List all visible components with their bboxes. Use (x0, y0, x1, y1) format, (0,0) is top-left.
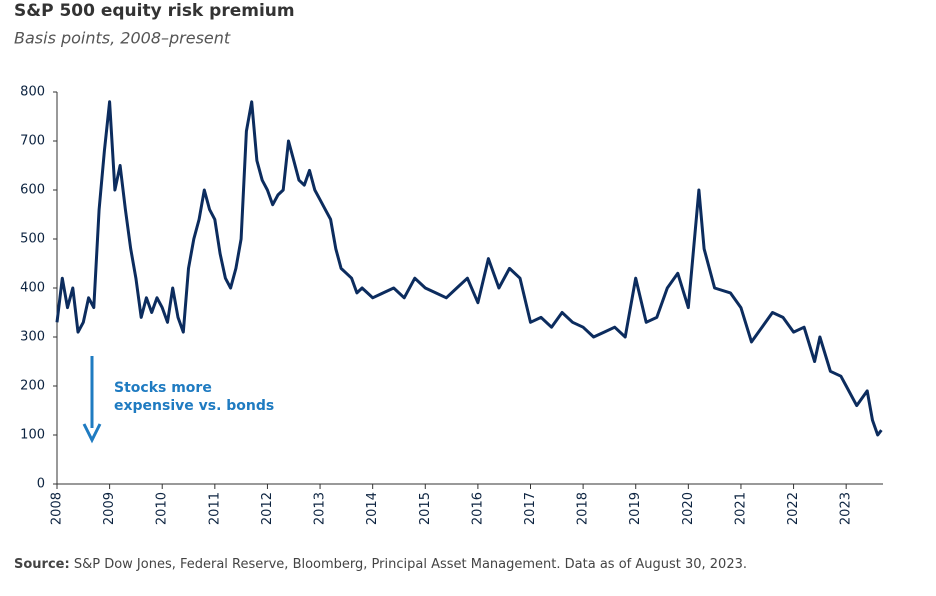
annotation-arrowhead (82, 423, 102, 444)
y-tick-label: 500 (20, 232, 45, 247)
x-tick-label: 2009 (102, 492, 117, 525)
x-tick-label: 2021 (733, 492, 748, 525)
x-tick-label: 2012 (260, 492, 275, 525)
annotation: Stocks more (114, 380, 212, 396)
x-tick-label: 2017 (523, 492, 538, 525)
x-tick-label: 2011 (207, 492, 222, 525)
x-tick-label: 2018 (576, 492, 591, 525)
chart-subtitle: Basis points, 2008–present (14, 29, 231, 48)
x-tick-label: 2015 (418, 492, 433, 525)
y-tick-label: 800 (20, 85, 45, 100)
y-tick-label: 100 (20, 428, 45, 443)
x-tick-label: 2023 (839, 492, 854, 525)
x-tick-label: 2016 (470, 492, 485, 525)
source: Source: S&P Dow Jones, Federal Reserve, … (14, 557, 747, 572)
x-tick-label: 2022 (786, 492, 801, 525)
y-tick-label: 0 (37, 477, 45, 492)
y-tick-label: 200 (20, 379, 45, 394)
y-tick-label: 600 (20, 183, 45, 198)
source-text: S&P Dow Jones, Federal Reserve, Bloomber… (74, 557, 747, 572)
x-tick-label: 2010 (155, 492, 170, 525)
annotation: expensive vs. bonds (114, 398, 274, 414)
x-tick-label: 2019 (628, 492, 643, 525)
x-tick-label: 2014 (365, 492, 380, 525)
x-tick-label: 2020 (681, 492, 696, 525)
y-tick-label: 300 (20, 330, 45, 345)
y-tick-label: 400 (20, 281, 45, 296)
line (55, 100, 883, 437)
chart-title: S&P 500 equity risk premium (14, 1, 295, 21)
x-tick-label: 2008 (50, 492, 65, 525)
source-label: Source: (14, 557, 70, 572)
y-tick-label: 700 (20, 134, 45, 149)
x-tick-label: 2013 (313, 492, 328, 525)
